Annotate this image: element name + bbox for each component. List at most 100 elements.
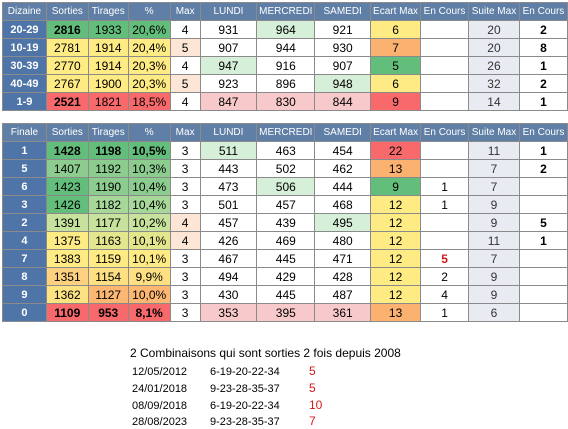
lundi-cell: 907: [199, 38, 258, 57]
col-header: Ecart Max: [370, 123, 422, 142]
max-cell: 3: [169, 285, 201, 304]
ecart-max-cell: 9: [370, 177, 422, 196]
max-cell: 3: [169, 141, 201, 160]
samedi-cell: 487: [314, 285, 372, 304]
en-cours-suite-cell: 1: [518, 141, 568, 160]
combination-numbers: 6-19-20-22-34: [210, 366, 280, 378]
combination-date: 12/05/2012: [132, 366, 188, 378]
table-row: 9 1362 1127 10,0% 3 430 445 487 12 4 9: [2, 285, 568, 304]
max-cell: 3: [169, 195, 201, 214]
ecart-max-cell: 12: [370, 267, 422, 286]
samedi-cell: 428: [314, 267, 372, 286]
en-cours-cell: [420, 213, 470, 232]
lundi-cell: 947: [199, 56, 258, 75]
finale-table: Finale Sorties Tirages % Max LUNDI MERCR…: [2, 123, 568, 322]
col-header: Ecart Max: [370, 2, 422, 21]
col-header: Tirages: [87, 123, 129, 142]
row-label: 30-39: [2, 56, 47, 75]
en-cours-suite-cell: 2: [518, 159, 568, 178]
col-header: MERCREDI: [256, 123, 316, 142]
en-cours-cell: [420, 74, 469, 93]
col-header: En Cours: [420, 2, 469, 21]
table-row: 4 1375 1163 10,1% 4 426 469 480 12 11 1: [2, 231, 568, 250]
col-header: Sorties: [45, 123, 89, 142]
table-row: 2 1391 1177 10,2% 4 457 439 495 12 9 5: [2, 213, 568, 232]
samedi-cell: 454: [314, 141, 372, 160]
sorties-cell: 1428: [45, 141, 89, 160]
suite-max-cell: 14: [468, 92, 520, 111]
en-cours-cell: [420, 38, 469, 57]
combination-date: 08/09/2018: [132, 400, 188, 412]
table-row: 0 1109 953 8,1% 3 353 395 361 13 1 6: [2, 303, 568, 322]
en-cours-cell: 1: [420, 177, 470, 196]
max-cell: 5: [169, 74, 201, 93]
row-label: 0: [2, 303, 47, 322]
ecart-max-cell: 9: [370, 92, 422, 111]
sorties-cell: 1362: [45, 285, 89, 304]
sorties-cell: 2767: [45, 74, 89, 93]
mercredi-cell: 830: [256, 92, 316, 111]
table-row: 5 1407 1192 10,3% 3 443 502 462 13 7 2: [2, 159, 568, 178]
sorties-cell: 1426: [45, 195, 89, 214]
suite-max-cell: 9: [468, 213, 520, 232]
en-cours-suite-cell: 8: [518, 38, 568, 57]
header-row: Finale Sorties Tirages % Max LUNDI MERCR…: [2, 123, 568, 142]
lundi-cell: 457: [199, 213, 258, 232]
combination-count: 7: [309, 414, 316, 428]
en-cours-suite-cell: 1: [518, 92, 568, 111]
samedi-cell: 948: [314, 74, 372, 93]
col-header: Max: [169, 2, 201, 21]
ecart-max-cell: 13: [370, 303, 422, 322]
combination-row: 08/09/2018 6-19-20-22-34 10: [132, 398, 322, 412]
en-cours-suite-cell: [518, 267, 568, 286]
samedi-cell: 921: [314, 20, 372, 39]
col-header: Tirages: [87, 2, 129, 21]
mercredi-cell: 463: [256, 141, 316, 160]
tirages-cell: 1182: [87, 195, 129, 214]
col-header: Finale: [2, 123, 47, 142]
ecart-max-cell: 6: [370, 74, 422, 93]
sorties-cell: 1109: [45, 303, 89, 322]
suite-max-cell: 7: [468, 249, 520, 268]
en-cours-cell: 2: [420, 267, 470, 286]
pct-cell: 20,6%: [127, 20, 171, 39]
sorties-cell: 1423: [45, 177, 89, 196]
lundi-cell: 931: [199, 20, 258, 39]
row-label: 5: [2, 159, 47, 178]
ecart-max-cell: 13: [370, 159, 422, 178]
sorties-cell: 2521: [45, 92, 89, 111]
samedi-cell: 930: [314, 38, 372, 57]
row-label: 2: [2, 213, 47, 232]
samedi-cell: 468: [314, 195, 372, 214]
mercredi-cell: 964: [256, 20, 316, 39]
col-header: SAMEDI: [314, 2, 372, 21]
en-cours-suite-cell: 1: [518, 56, 568, 75]
en-cours-cell: 4: [420, 285, 470, 304]
col-header: Sorties: [45, 2, 89, 21]
row-label: 6: [2, 177, 47, 196]
table-row: 1-9 2521 1821 18,5% 4 847 830 844 9 14 1: [2, 92, 568, 111]
row-label: 10-19: [2, 38, 47, 57]
tirages-cell: 1127: [87, 285, 129, 304]
samedi-cell: 462: [314, 159, 372, 178]
suite-max-cell: 20: [468, 38, 520, 57]
pct-cell: 20,4%: [127, 38, 171, 57]
suite-max-cell: 11: [468, 231, 520, 250]
combination-count: 5: [309, 364, 316, 378]
suite-max-cell: 11: [468, 141, 520, 160]
col-header: En Cours: [518, 2, 568, 21]
ecart-max-cell: 12: [370, 195, 422, 214]
lundi-cell: 473: [199, 177, 258, 196]
combinations-note: 2 Combinaisons qui sont sorties 2 fois d…: [130, 346, 401, 360]
en-cours-suite-cell: [518, 177, 568, 196]
tirages-cell: 1159: [87, 249, 129, 268]
max-cell: 3: [169, 177, 201, 196]
row-label: 4: [2, 231, 47, 250]
dizaine-table: Dizaine Sorties Tirages % Max LUNDI MERC…: [2, 2, 568, 111]
ecart-max-cell: 7: [370, 38, 422, 57]
lundi-cell: 494: [199, 267, 258, 286]
combination-count: 5: [309, 381, 316, 395]
mercredi-cell: 896: [256, 74, 316, 93]
mercredi-cell: 457: [256, 195, 316, 214]
col-header: LUNDI: [199, 123, 258, 142]
